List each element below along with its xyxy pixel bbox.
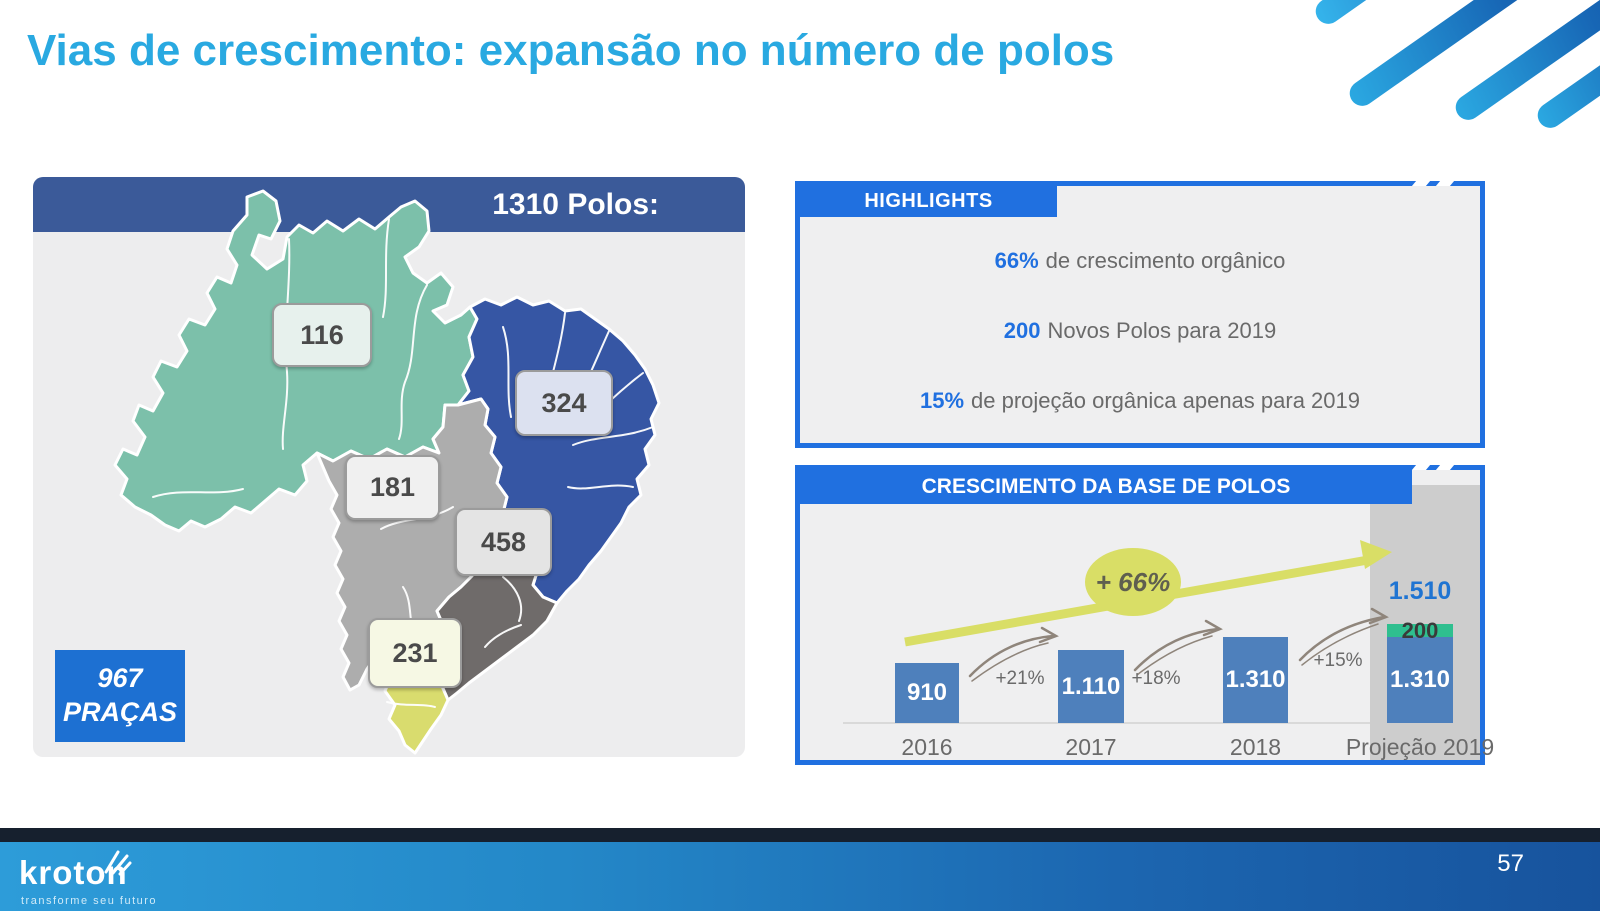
region-value-norte: 116 xyxy=(272,303,372,367)
highlight-value: 66% xyxy=(994,248,1039,273)
highlights-header: HIGHLIGHTS xyxy=(800,186,1057,217)
kroton-logo: kroton xyxy=(19,854,128,891)
bar-segment-novos-polos xyxy=(1387,624,1453,637)
segment-value-label: 200 xyxy=(1401,618,1439,643)
highlight-text: de crescimento orgânico xyxy=(1045,248,1286,273)
highlight-value: 200 xyxy=(1003,318,1041,343)
x-axis-label: 2018 xyxy=(1229,734,1282,760)
chart-decorations: + 66% xyxy=(843,540,1392,724)
growth-percentage-label: +18% xyxy=(1131,668,1181,689)
x-axis-label: 2016 xyxy=(901,734,953,760)
x-axis-label: 2017 xyxy=(1065,734,1117,760)
kroton-wing-icon xyxy=(104,850,132,876)
page-title: Vias de crescimento: expansão no número … xyxy=(27,26,1115,75)
footer-bar: kroton transforme seu futuro 57 xyxy=(0,842,1600,911)
region-value-sudeste: 458 xyxy=(455,508,552,576)
highlight-item: 66% de crescimento orgânico xyxy=(995,248,1286,274)
logo-tagline: transforme seu futuro xyxy=(21,895,158,907)
chart-panel: CRESCIMENTO DA BASE DE POLOS + 66% xyxy=(795,465,1494,765)
highlights-panel: HIGHLIGHTS 66% de crescimento orgânico 20… xyxy=(795,181,1485,448)
trend-ellipse xyxy=(1085,548,1181,616)
highlight-value: 15% xyxy=(919,388,965,413)
bar-value-label: 1.310 xyxy=(1225,666,1286,693)
highlight-item: 200 Novos Polos para 2019 xyxy=(1004,318,1276,344)
x-axis-label: Projeção 2019 xyxy=(1345,734,1495,760)
corner-slash-icon xyxy=(1411,181,1431,186)
bar-2017: 1.110 xyxy=(1058,650,1124,723)
growth-percentage-label: +15% xyxy=(1313,650,1363,671)
map-panel: 1310 Polos: xyxy=(33,177,745,757)
bar-chart: CRESCIMENTO DA BASE DE POLOS + 66% xyxy=(800,470,1494,760)
total-value-label: 1.510 xyxy=(1388,577,1452,605)
footer-divider xyxy=(0,828,1600,842)
region-value-centro-oeste: 181 xyxy=(345,455,440,520)
corner-slash-icon xyxy=(1435,181,1455,186)
highlights-list: 66% de crescimento orgânico 200 Novos Polo… xyxy=(800,226,1480,436)
bar-2018: 1.310 xyxy=(1223,637,1288,723)
region-value-nordeste: 324 xyxy=(515,370,613,436)
highlight-text: de projeção orgânica apenas para 2019 xyxy=(971,388,1360,413)
pracas-value: 967 xyxy=(97,663,143,694)
growth-percentage-label: +21% xyxy=(995,668,1045,689)
growth-arrow-icon xyxy=(968,607,1389,682)
pracas-badge: 967 PRAÇAS xyxy=(55,650,185,742)
highlight-item: 15% de projeção orgânica apenas para 2019 xyxy=(920,388,1360,414)
highlight-text: Novos Polos para 2019 xyxy=(1047,318,1277,343)
bar-value-label: 910 xyxy=(906,679,948,706)
page-number: 57 xyxy=(1497,850,1524,877)
chart-header: CRESCIMENTO DA BASE DE POLOS xyxy=(800,470,1412,504)
bar-value-label: 1.110 xyxy=(1061,672,1121,700)
bar-value-label: 1.310 xyxy=(1389,666,1451,693)
trend-label: + 66% xyxy=(1096,567,1170,597)
bar-2016: 910 xyxy=(895,663,959,723)
region-value-sul: 231 xyxy=(368,618,462,688)
pracas-label: PRAÇAS xyxy=(62,697,177,727)
bar-Projeção 2019: 1.310 xyxy=(1387,637,1453,723)
